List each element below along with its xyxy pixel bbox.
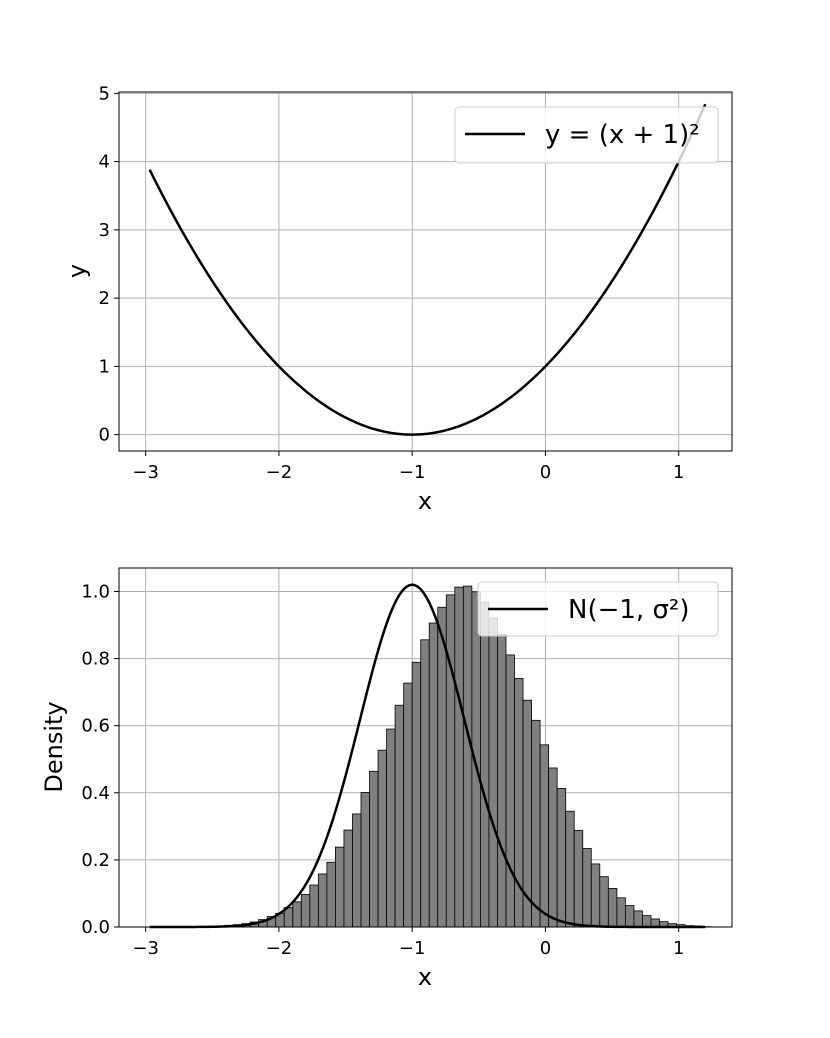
normal-density-chart: −3 −2 −1 0 1 0.0 0.2 0.4 0.6 0.8 1.0 x Density N(−…: [40, 567, 733, 991]
x-tick-label: 1: [673, 462, 684, 483]
x-tick-label: −1: [399, 938, 426, 959]
histogram-bar: [505, 654, 515, 928]
plot-frame: [118, 91, 733, 452]
histogram-bar: [377, 749, 387, 928]
y-axis-label: Density: [40, 701, 68, 792]
series-line: [148, 103, 707, 436]
histogram-bar: [573, 829, 584, 928]
histogram-bar: [642, 915, 652, 928]
y-tick-label: 2: [99, 288, 110, 309]
histogram-bar: [445, 594, 456, 928]
histogram-bar: [335, 846, 345, 928]
histogram-bar: [565, 810, 575, 928]
legend-box: [477, 581, 719, 637]
x-tick-label: 0: [540, 938, 551, 959]
histogram-bar: [317, 873, 328, 928]
legend-box: [454, 106, 719, 164]
histogram-bar: [309, 884, 319, 928]
y-tick-label: 0.0: [81, 917, 110, 938]
y-tick-label: 0: [99, 425, 110, 446]
x-tick-label: −3: [132, 462, 159, 483]
y-tick-label: 0.8: [81, 649, 110, 670]
legend-label: N(−1, σ²): [568, 595, 690, 625]
histogram-bar: [326, 861, 336, 928]
legend: N(−1, σ²): [477, 581, 719, 637]
histogram-bar: [437, 606, 447, 928]
histogram-bar: [582, 848, 592, 928]
histogram-bar: [471, 591, 481, 928]
axis-ticks: −3 −2 −1 0 1 0.0 0.2 0.4 0.6 0.8 1.0: [81, 581, 684, 959]
histogram-bar: [454, 586, 464, 928]
histogram-bar: [480, 601, 490, 928]
y-tick-label: 0.6: [81, 716, 110, 737]
histogram-bar: [556, 788, 567, 928]
histogram-bar: [411, 661, 422, 928]
legend: y = (x + 1)²: [454, 106, 719, 164]
x-tick-label: −1: [399, 462, 426, 483]
histogram-bar: [292, 901, 302, 928]
histogram-bar: [360, 792, 370, 928]
histogram-bar: [607, 888, 618, 928]
histogram-bar: [531, 719, 541, 928]
y-tick-label: 0.4: [81, 783, 110, 804]
plot-frame: [118, 567, 733, 928]
y-tick-label: 0.2: [81, 850, 110, 871]
axis-ticks: −3 −2 −1 0 1 0 1 2 3 4 5: [99, 83, 685, 483]
x-tick-label: 1: [673, 938, 684, 959]
histogram-bar: [403, 682, 413, 928]
histogram-bar: [633, 910, 643, 928]
histogram-bar: [394, 704, 405, 928]
histogram-bar: [590, 863, 601, 928]
histogram-bar: [428, 622, 439, 928]
y-tick-label: 5: [99, 83, 110, 104]
y-tick-label: 4: [99, 152, 110, 173]
histogram-bar: [369, 770, 379, 928]
histogram-bar: [548, 767, 558, 928]
histogram-bar: [352, 813, 362, 928]
x-tick-label: −2: [266, 462, 293, 483]
y-tick-label: 1: [99, 356, 110, 377]
y-axis-label: y: [63, 264, 91, 278]
histogram-bar: [624, 905, 635, 928]
histogram-bar: [462, 585, 473, 928]
plot-area: [148, 103, 707, 436]
x-axis-label: x: [418, 487, 432, 515]
x-tick-label: −2: [266, 938, 293, 959]
x-tick-label: 0: [540, 462, 551, 483]
quadratic-chart: −3 −2 −1 0 1 0 1 2 3 4 5 x y y = (x + 1)²: [63, 83, 733, 515]
y-tick-label: 1.0: [81, 581, 110, 602]
legend-label: y = (x + 1)²: [545, 120, 700, 150]
histogram-bar: [616, 897, 626, 928]
x-axis-label: x: [418, 963, 432, 991]
histogram-bar: [420, 639, 430, 928]
histogram-bar: [488, 617, 498, 928]
histogram-bar: [599, 876, 609, 928]
histogram-bar: [497, 634, 507, 928]
histogram-bar: [539, 744, 550, 928]
histogram-bar: [386, 728, 396, 928]
x-tick-label: −3: [132, 938, 159, 959]
y-tick-label: 3: [99, 220, 110, 241]
histogram-bar: [343, 829, 353, 928]
histogram-bar: [300, 894, 311, 928]
